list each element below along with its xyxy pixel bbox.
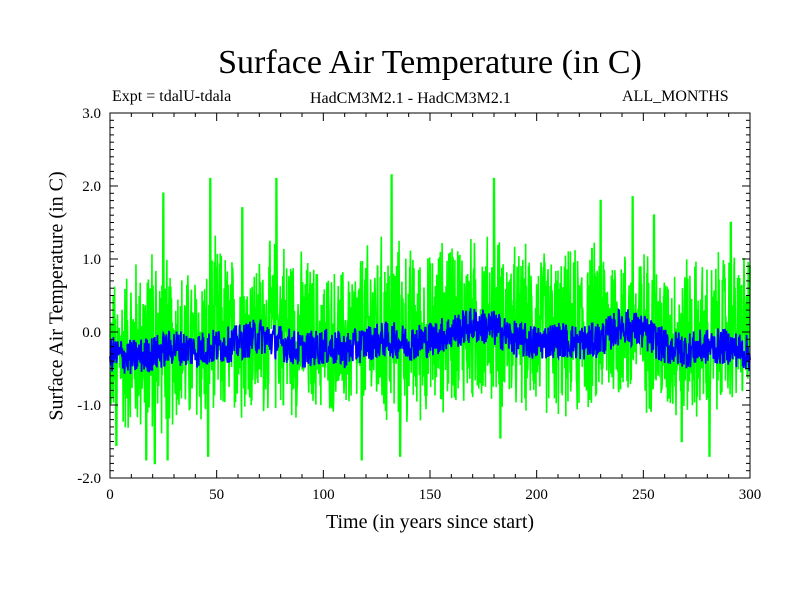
axes-layer: 0 50 100 150 200 250 300 -2.0 -1.0 0.0 1.0 2.0 3.0 [77, 106, 761, 503]
x-tick-label: 300 [739, 487, 762, 503]
x-tick-label: 200 [525, 487, 548, 503]
x-axis-label: Time (in years since start) [325, 511, 535, 533]
x-tick-label: 0 [106, 487, 114, 503]
y-tick-label: -1.0 [77, 398, 101, 414]
x-tick-label: 250 [632, 487, 655, 503]
blue-series-layer [109, 307, 751, 374]
y-tick-label: 0.0 [82, 325, 101, 341]
series-line-annual-mean [109, 307, 751, 374]
y-tick-label: 3.0 [82, 106, 101, 122]
y-tick-label: -2.0 [77, 471, 101, 487]
green-series-layer [109, 174, 751, 465]
x-tick-label: 150 [419, 487, 442, 503]
models-label: HadCM3M2.1 - HadCM3M2.1 [310, 90, 511, 107]
chart-title: Surface Air Temperature (in C) [218, 44, 642, 81]
experiment-label: Expt = tdalU-tdala [112, 88, 232, 105]
x-tick-label: 50 [209, 487, 224, 503]
series-line-monthly [109, 174, 751, 465]
x-tick-label: 100 [312, 487, 335, 503]
y-axis-label: Surface Air Temperature (in C) [45, 171, 68, 421]
months-label: ALL_MONTHS [622, 88, 729, 105]
y-tick-label: 2.0 [82, 179, 101, 195]
y-tick-label: 1.0 [82, 252, 101, 268]
